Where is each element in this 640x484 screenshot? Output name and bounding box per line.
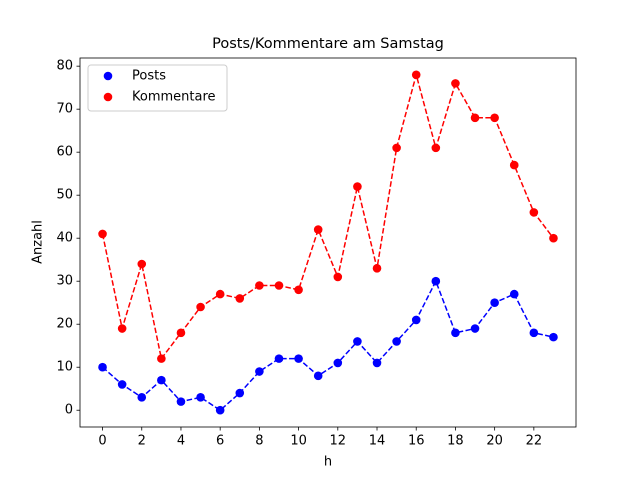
data-point [215,289,225,299]
data-point [529,208,539,217]
data-point [372,264,382,273]
x-tick-label: 16 [408,434,425,449]
x-tick-label: 8 [255,434,263,449]
x-tick-label: 14 [369,434,386,449]
y-tick-label: 0 [65,403,73,418]
data-point [313,225,323,234]
legend-label: Kommentare [132,90,216,105]
y-tick-label: 10 [56,360,73,375]
data-point [274,281,284,290]
y-axis-label: Anzahl [31,220,46,264]
x-tick-label: 6 [216,434,224,449]
data-point [255,281,264,290]
data-point [549,332,558,342]
data-point [353,337,362,346]
data-point [196,393,205,402]
data-point [176,328,186,338]
x-tick-label: 18 [447,434,464,449]
data-point [411,315,421,325]
legend-label: Posts [132,69,166,84]
x-tick-label: 2 [138,434,146,449]
y-tick-label: 70 [56,102,73,117]
data-point [549,233,558,243]
data-point [490,298,499,308]
data-point [294,354,303,363]
x-tick-label: 4 [177,434,185,449]
data-point [411,70,421,80]
data-point [313,371,323,381]
y-tick-label: 80 [56,59,73,74]
series-line [102,279,554,412]
data-point [235,388,245,398]
x-tick-label: 12 [330,434,347,449]
data-point [274,354,284,363]
y-tick-label: 20 [56,317,73,332]
data-point [117,324,127,333]
data-point [509,289,519,299]
data-point [490,113,499,123]
data-point [98,229,107,239]
data-point [451,328,460,338]
data-point [117,380,127,389]
data-point [431,143,441,153]
data-point [157,375,166,385]
data-point [215,405,225,415]
legend-marker [103,71,113,81]
data-point [333,272,343,282]
x-tick-label: 0 [98,434,106,449]
x-tick-label: 22 [526,434,543,449]
data-point [157,354,166,363]
data-point [372,358,382,368]
x-tick-label: 10 [290,434,307,449]
data-point [255,367,264,376]
data-point [470,324,480,333]
data-point [509,160,519,170]
data-point [431,276,441,286]
y-tick-label: 60 [56,145,73,160]
data-point [392,143,401,153]
legend-box [87,64,228,112]
data-point [235,294,245,303]
data-point [529,328,539,338]
y-tick-label: 40 [56,231,73,246]
chart-title: Posts/Kommentare am Samstag [212,36,444,52]
data-point [294,285,303,295]
data-point [137,259,147,269]
y-tick-label: 30 [56,274,73,289]
data-point [176,397,186,406]
data-point [137,393,147,402]
plot-frame [79,57,577,428]
legend-marker [103,92,113,102]
y-tick-label: 50 [56,188,73,203]
x-axis-label: h [324,455,332,470]
x-tick-label: 20 [486,434,503,449]
data-point [196,302,205,312]
data-point [98,362,107,372]
data-point [451,79,460,88]
data-point [470,113,480,123]
data-point [392,337,401,346]
data-point [353,182,362,191]
data-point [333,358,343,368]
